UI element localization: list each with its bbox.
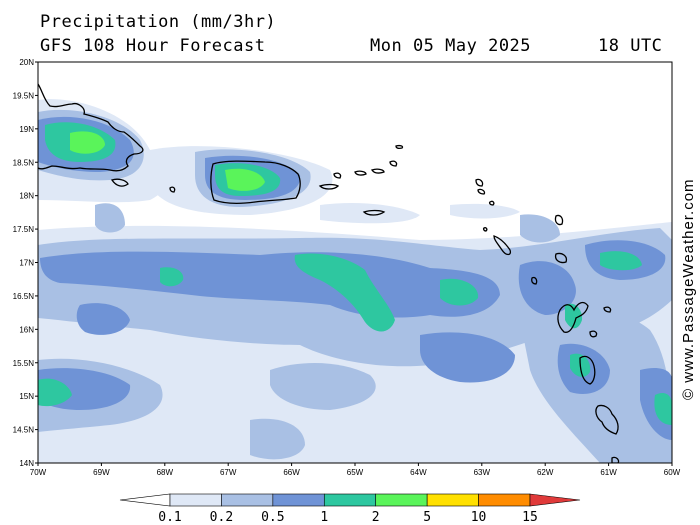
hispaniola-coast	[38, 83, 144, 172]
lon-tick-label: 65W	[347, 468, 364, 477]
lat-tick-label: 17.5N	[13, 225, 35, 234]
lat-tick-label: 17N	[19, 259, 34, 268]
forecast-time: 18 UTC	[598, 36, 663, 56]
credit-watermark: © www.PassageWeather.com	[680, 178, 697, 400]
anegada	[395, 144, 404, 150]
dominica	[579, 355, 596, 385]
lon-tick-label: 62W	[537, 468, 554, 477]
legend-swatch	[119, 493, 171, 507]
st-croix	[362, 209, 386, 216]
st-martin	[477, 188, 486, 195]
coastlines	[38, 83, 620, 463]
lon-tick-label: 64W	[410, 468, 427, 477]
vieques	[318, 183, 340, 190]
legend-threshold-label: 0.2	[210, 510, 233, 525]
lon-tick-label: 69W	[93, 468, 110, 477]
legend-swatch	[375, 493, 428, 507]
legend-threshold-label: 5	[423, 510, 431, 525]
anguilla	[475, 178, 484, 187]
lon-tick-label: 68W	[157, 468, 174, 477]
antigua	[554, 252, 568, 264]
lat-tick-label: 15N	[19, 392, 34, 401]
martinique	[595, 404, 619, 435]
st-barth	[488, 200, 495, 206]
lon-tick-label: 61W	[600, 468, 617, 477]
virgin-islands-st-thomas	[354, 170, 367, 176]
virgin-gorda	[389, 160, 398, 167]
legend-swatch	[169, 493, 222, 507]
precipitation-legend: 0.1 0.2 0.5 1 2 5 10 15	[119, 493, 581, 525]
guadeloupe	[557, 301, 589, 333]
lon-tick-label: 63W	[474, 468, 491, 477]
legend-swatch	[221, 493, 274, 507]
lat-tick-label: 18.5N	[13, 158, 35, 167]
legend-swatch	[272, 493, 325, 507]
legend-swatch	[323, 493, 377, 507]
lat-tick-label: 19.5N	[13, 91, 35, 100]
map-title: Precipitation (mm/3hr)	[40, 12, 277, 32]
st-kitts-nevis	[493, 235, 512, 256]
virgin-islands-tortola	[370, 168, 385, 174]
legend-threshold-label: 0.1	[158, 510, 181, 525]
culebra	[333, 172, 342, 179]
legend-swatch	[426, 493, 479, 507]
puerto-rico-coast	[210, 160, 301, 204]
legend-swatch	[529, 493, 581, 507]
montserrat	[531, 276, 538, 285]
lat-tick-label: 19N	[19, 125, 34, 134]
lon-tick-label: 60W	[664, 468, 681, 477]
lat-tick-label: 16.5N	[13, 292, 35, 301]
legend-threshold-label: 10	[471, 510, 487, 525]
marie-galante	[589, 330, 598, 338]
precip-band-2	[70, 131, 265, 191]
lat-tick-label: 20N	[19, 58, 34, 67]
latitude-axis: 14N 14.5N 15N 15.5N 16N 16.5N 17N 17.5N 18N 18.5N…	[13, 58, 38, 468]
lon-tick-label: 67W	[220, 468, 237, 477]
lat-tick-label: 14N	[19, 459, 34, 468]
lat-tick-label: 18N	[19, 192, 34, 201]
mona-island	[169, 186, 176, 193]
forecast-subtitle: GFS 108 Hour Forecast	[40, 36, 266, 56]
guadeloupe-east	[603, 306, 612, 313]
lat-tick-label: 14.5N	[13, 426, 35, 435]
hispaniola-south	[110, 178, 129, 187]
legend-threshold-label: 2	[372, 510, 380, 525]
legend-threshold-label: 0.5	[261, 510, 284, 525]
lon-tick-label: 66W	[283, 468, 300, 477]
legend-threshold-label: 15	[522, 510, 538, 525]
lat-tick-label: 16N	[19, 325, 34, 334]
legend-threshold-label: 1	[320, 510, 328, 525]
barbuda	[554, 214, 564, 226]
lat-tick-label: 15.5N	[13, 359, 35, 368]
lon-tick-label: 70W	[30, 468, 47, 477]
saba	[482, 227, 488, 232]
longitude-axis: 70W 69W 68W 67W 66W 65W 64W 63W 62W 61W 60W	[30, 463, 681, 477]
st-lucia	[611, 456, 620, 463]
forecast-date: Mon 05 May 2025	[370, 36, 532, 56]
legend-swatch	[478, 493, 531, 507]
precipitation-field	[38, 62, 672, 463]
